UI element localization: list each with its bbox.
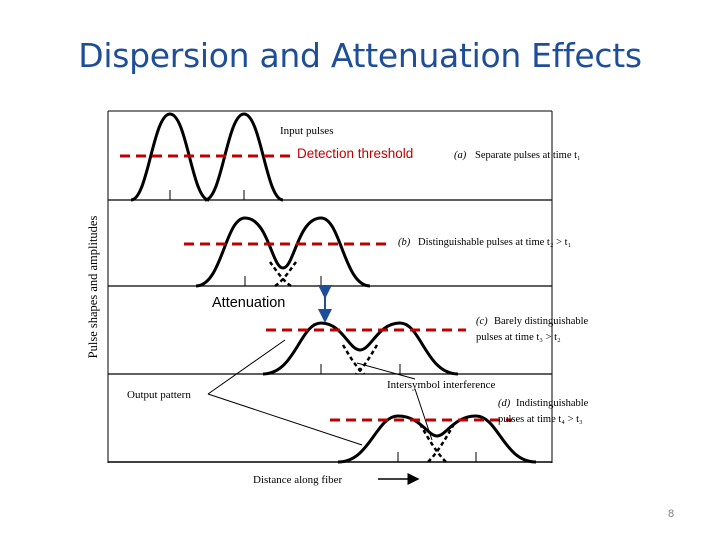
pulse-a-1 xyxy=(130,112,210,202)
pulses-b-dashed xyxy=(268,261,298,288)
pulse-b-output xyxy=(195,216,371,288)
panel-d-caption-line-2: pulses at time t₄ > t₃ xyxy=(498,414,583,425)
isi-leaders xyxy=(356,362,433,441)
pulse-center-ticks xyxy=(169,190,477,462)
panel-c-tag: (c) xyxy=(476,316,488,327)
isi-label: Intersymbol interference xyxy=(387,379,496,391)
panel-captions: (a) Separate pulses at time t₁ (b) Disti… xyxy=(398,150,589,425)
panel-b-tag: (b) xyxy=(398,237,411,248)
pulses-d-dashed xyxy=(418,423,456,463)
pulse-d-output xyxy=(337,414,537,464)
panel-b-caption: Distinguishable pulses at time t₂ > t₁ xyxy=(418,237,571,248)
panel-c-caption-line-1: Barely distinguishable xyxy=(494,316,589,327)
y-axis-label: Pulse shapes and amplitudes xyxy=(86,216,100,359)
detection-threshold-label: Detection threshold xyxy=(297,146,413,161)
pulses-c xyxy=(262,321,459,376)
input-pulses-label: Input pulses xyxy=(280,125,333,137)
slide-title: Dispersion and Attenuation Effects xyxy=(78,36,642,75)
pulses-a xyxy=(130,112,284,202)
output-pattern-label: Output pattern xyxy=(127,389,191,401)
panel-a-tag: (a) xyxy=(454,150,467,161)
pulses-b xyxy=(195,216,371,288)
pulse-c-output xyxy=(262,321,459,376)
x-axis-label: Distance along fiber xyxy=(253,474,343,486)
panel-a-caption: Separate pulses at time t₁ xyxy=(475,150,581,161)
pulses-c-dashed xyxy=(341,344,379,375)
panel-c-caption-line-2: pulses at time t₃ > t₂ xyxy=(476,332,561,343)
detection-threshold-lines xyxy=(120,154,512,422)
pulses-d xyxy=(337,414,537,464)
page-number: 8 xyxy=(668,508,675,520)
attenuation-label: Attenuation xyxy=(212,295,285,311)
pulse-a-2 xyxy=(204,112,284,202)
panel-d-caption-line-1: Indistinguishable xyxy=(516,398,589,409)
panel-d-tag: (d) xyxy=(498,398,511,409)
output-pattern-leaders xyxy=(207,339,363,446)
